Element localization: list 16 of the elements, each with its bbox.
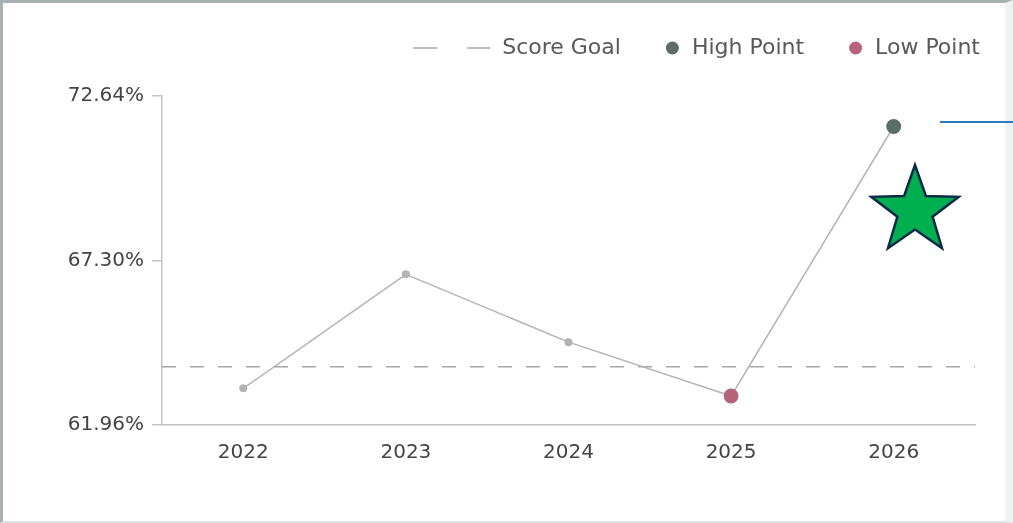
x-tick-label: 2025 — [705, 439, 757, 464]
y-tick-label: 67.30% — [67, 246, 144, 271]
x-tick-label: 2026 — [868, 439, 920, 464]
legend-label: High Point — [691, 33, 805, 59]
legend-label: Low Point — [875, 33, 981, 59]
x-tick-label: 2024 — [543, 439, 594, 464]
point — [239, 384, 248, 393]
point — [723, 388, 739, 404]
point — [401, 270, 410, 279]
y-tick-label: 72.64% — [67, 82, 144, 107]
legend-label: Score Goal — [502, 33, 621, 59]
point — [886, 119, 902, 134]
y-tick-label: 61.96% — [67, 411, 144, 436]
point — [564, 338, 573, 347]
x-tick-label: 2023 — [380, 439, 432, 464]
x-tick-label: 2022 — [217, 439, 269, 464]
